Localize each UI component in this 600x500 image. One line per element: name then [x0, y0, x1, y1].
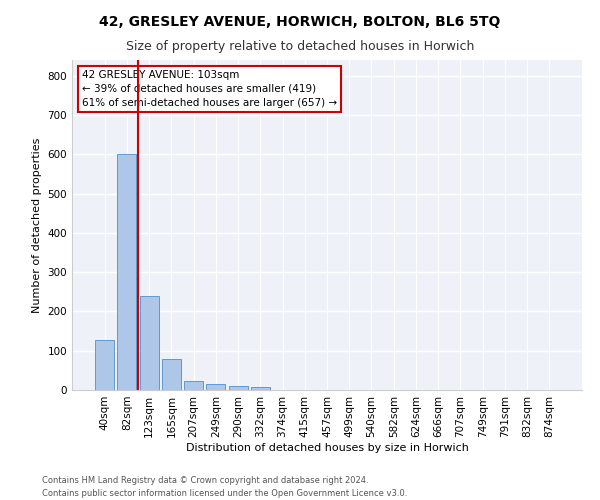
- Bar: [206, 384, 225, 390]
- Text: 42 GRESLEY AVENUE: 103sqm
← 39% of detached houses are smaller (419)
61% of semi: 42 GRESLEY AVENUE: 103sqm ← 39% of detac…: [82, 70, 337, 108]
- Bar: [162, 358, 181, 390]
- Bar: [184, 381, 203, 390]
- Y-axis label: Number of detached properties: Number of detached properties: [32, 138, 42, 312]
- Bar: [251, 387, 270, 390]
- Bar: [118, 154, 136, 390]
- Bar: [229, 386, 248, 390]
- Bar: [95, 340, 114, 390]
- Bar: [140, 296, 158, 390]
- Text: Size of property relative to detached houses in Horwich: Size of property relative to detached ho…: [126, 40, 474, 53]
- Text: 42, GRESLEY AVENUE, HORWICH, BOLTON, BL6 5TQ: 42, GRESLEY AVENUE, HORWICH, BOLTON, BL6…: [100, 15, 500, 29]
- Text: Contains HM Land Registry data © Crown copyright and database right 2024.
Contai: Contains HM Land Registry data © Crown c…: [42, 476, 407, 498]
- X-axis label: Distribution of detached houses by size in Horwich: Distribution of detached houses by size …: [185, 442, 469, 452]
